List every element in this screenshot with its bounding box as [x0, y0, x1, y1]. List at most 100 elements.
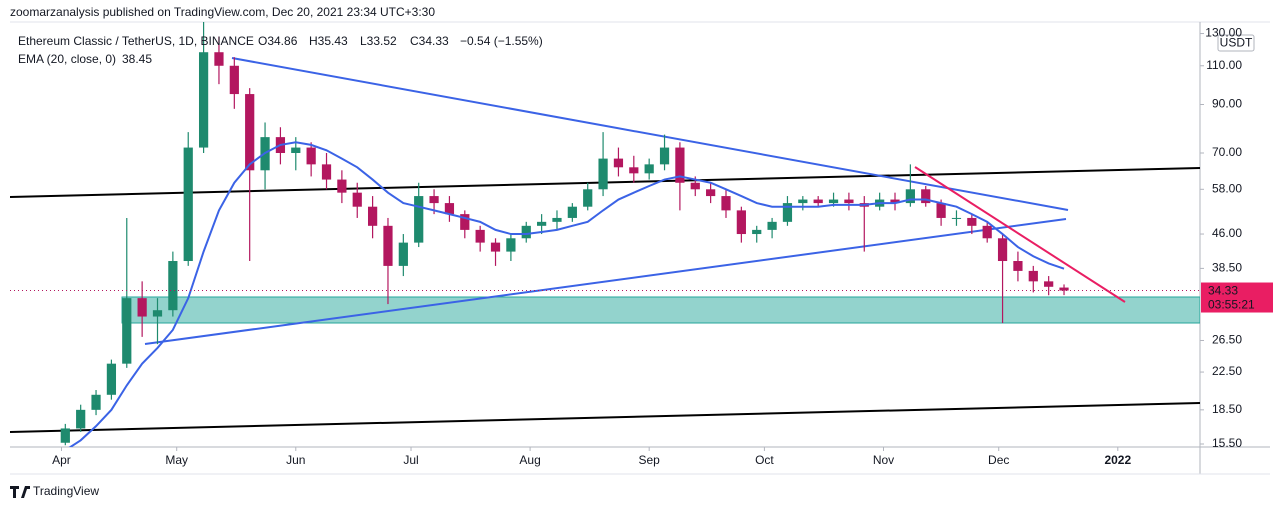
candle-body [475, 229, 485, 243]
x-tick-label: May [165, 453, 188, 467]
candle-body [306, 147, 316, 165]
brand: TradingView [10, 484, 99, 498]
candle-body [245, 94, 255, 171]
candle-body [137, 298, 147, 317]
ohlc-low: L33.52 [360, 34, 397, 48]
y-tick-label: 18.50 [1212, 402, 1242, 416]
candle-body [782, 203, 793, 222]
candle-body [490, 242, 501, 252]
candle-body [460, 214, 470, 230]
candle-body [613, 158, 624, 168]
candle-body [905, 189, 915, 204]
countdown: 03:55:21 [1208, 298, 1255, 312]
candle-body [76, 409, 86, 429]
x-tick-label: Sep [638, 453, 660, 467]
y-tick-label: 110.00 [1206, 58, 1242, 72]
indicator-name: EMA (20, close, 0) [18, 52, 116, 66]
candle-body [721, 196, 731, 211]
brand-name: TradingView [33, 484, 99, 498]
x-tick-label: Aug [519, 453, 540, 467]
candle-body [752, 229, 762, 235]
candle-body [198, 52, 209, 148]
candle-body [567, 206, 577, 218]
y-tick-label: 70.00 [1212, 145, 1242, 159]
candle-body [644, 164, 654, 174]
y-tick-label: 26.50 [1212, 333, 1242, 347]
currency-box[interactable] [1217, 34, 1255, 52]
ohlc-high: H35.43 [309, 34, 348, 48]
candle-body [951, 217, 962, 219]
x-tick-label: 2022 [1104, 453, 1131, 467]
candle-body [706, 189, 716, 197]
x-tick-label: Apr [52, 453, 71, 467]
candle-body [583, 189, 593, 207]
candle-body [444, 203, 455, 215]
candle-body [736, 210, 746, 235]
candle-body [152, 310, 163, 317]
candle-body [414, 196, 424, 243]
candle-body [367, 206, 378, 226]
candle-body [890, 199, 900, 204]
candle-body [921, 189, 931, 204]
candle-body [60, 428, 70, 443]
x-tick-label: Nov [873, 453, 894, 467]
last-price-label: 34.33 [1208, 284, 1238, 298]
candle-body [828, 199, 839, 204]
candle-body [844, 199, 854, 204]
candle-body [659, 147, 670, 165]
plot-area [10, 22, 1200, 447]
x-tick-label: Dec [988, 453, 1009, 467]
candle-body [798, 199, 808, 204]
currency[interactable]: USDT [1220, 36, 1253, 50]
candle-body [106, 363, 117, 395]
candle-body [690, 182, 700, 190]
candle-body [936, 203, 946, 218]
ohlc-open: O34.86 [258, 34, 298, 48]
candle-body [352, 192, 362, 207]
brand-logo [10, 486, 30, 498]
candle-body [337, 179, 347, 193]
y-tick-label: 46.00 [1212, 226, 1242, 240]
candle-body [552, 217, 562, 222]
ohlc-legend: O34.86 H35.43 L33.52 C34.33 −0.54 (−1.55… [258, 34, 543, 48]
candle-body [521, 225, 531, 239]
candle-body [183, 147, 193, 262]
x-tick-label: Jun [286, 453, 305, 467]
candle-body [1013, 261, 1023, 271]
candle-body [982, 225, 992, 239]
y-tick-label: 58.00 [1212, 181, 1242, 195]
indicator-value: 38.45 [122, 52, 152, 66]
y-tick-label: 38.50 [1212, 261, 1242, 275]
candle-body [675, 147, 685, 183]
y-tick-label: 15.50 [1212, 436, 1242, 450]
symbol: Ethereum Classic / TetherUS, 1D, BINANCE [18, 34, 254, 48]
x-tick-label: Oct [755, 453, 774, 467]
candle-body [383, 225, 393, 266]
trend-line [144, 218, 1067, 345]
candle-body [291, 147, 301, 154]
candle-body [997, 238, 1008, 262]
ohlc-close: C34.33 [410, 34, 449, 48]
y-tick-label: 90.00 [1212, 97, 1242, 111]
candle-body [168, 261, 178, 311]
candle-body [1028, 270, 1038, 282]
y-tick-label: 22.50 [1212, 364, 1242, 378]
candle-body [813, 199, 823, 204]
ema-line [68, 141, 1065, 447]
published-line: zoomarzanalysis published on TradingView… [10, 5, 435, 19]
candle-body [398, 242, 408, 266]
candle-body [429, 196, 439, 204]
candle-body [506, 238, 516, 252]
candle-body [229, 65, 239, 95]
candle-body [629, 167, 639, 174]
trend-line [914, 166, 1126, 303]
candle-body [967, 217, 977, 226]
candle-body [537, 221, 547, 226]
last-price-box [1201, 282, 1273, 313]
candle-body [214, 52, 224, 66]
trend-line [231, 57, 1069, 211]
candle-body [1059, 287, 1069, 291]
candle-body [767, 221, 777, 230]
